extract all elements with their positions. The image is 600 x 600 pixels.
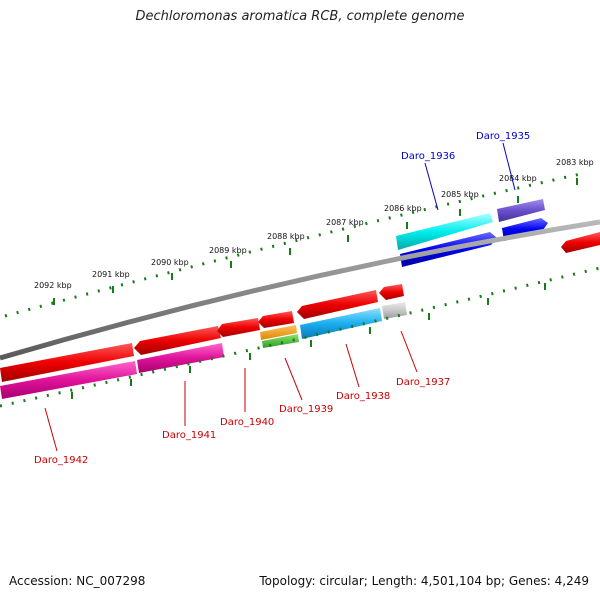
genome-summary-text: Topology: circular; Length: 4,501,104 bp…	[259, 574, 589, 588]
kbp-label: 2084 kbp	[499, 174, 537, 183]
gene-labels: Daro_1935 Daro_1936 Daro_1937 Daro_1938 …	[34, 131, 530, 466]
map-title: Dechloromonas aromatica RCB, complete ge…	[135, 9, 465, 24]
kbp-label: 2085 kbp	[441, 190, 479, 199]
gene-label-daro-1942[interactable]: Daro_1942	[34, 455, 88, 466]
gene-daro-1935-violet[interactable]	[497, 199, 545, 222]
outer-major-ticks	[53, 178, 578, 305]
inner-major-ticks	[71, 283, 546, 399]
kbp-label: 2092 kbp	[34, 281, 72, 290]
label-leaders	[44, 142, 516, 452]
genome-backbone	[0, 219, 600, 361]
gene-red-6[interactable]	[379, 284, 404, 300]
inner-tick-ruler	[0, 266, 600, 408]
gene-red-2[interactable]	[134, 326, 221, 355]
gene-daro-1939-green[interactable]	[262, 334, 299, 348]
gene-red-4[interactable]	[258, 311, 294, 328]
kbp-label: 2088 kbp	[267, 232, 305, 241]
forward-strand-genes	[396, 199, 600, 267]
gene-red-5[interactable]	[297, 290, 378, 319]
kbp-label: 2087 kbp	[326, 218, 364, 227]
gene-label-daro-1939[interactable]: Daro_1939	[279, 404, 333, 415]
kbp-label: 2086 kbp	[384, 204, 422, 213]
reverse-strand-genes	[0, 284, 407, 399]
accession-text: Accession: NC_007298	[9, 574, 146, 588]
gene-daro-1939-orange[interactable]	[260, 325, 297, 340]
kbp-label: 2091 kbp	[92, 270, 130, 279]
gene-daro-1941-pink[interactable]	[137, 343, 224, 373]
gene-label-daro-1940[interactable]: Daro_1940	[220, 417, 274, 428]
outer-tick-ruler	[4, 171, 586, 318]
gene-daro-1936-cyan[interactable]	[396, 213, 493, 250]
gene-red-1[interactable]	[0, 343, 134, 382]
gene-label-daro-1938[interactable]: Daro_1938	[336, 391, 390, 402]
kbp-label: 2090 kbp	[151, 258, 189, 267]
gene-forward-red-edge[interactable]	[561, 232, 600, 253]
gene-label-daro-1937[interactable]: Daro_1937	[396, 377, 450, 388]
gene-daro-1938-sky[interactable]	[300, 308, 382, 339]
gene-daro-1937-gray[interactable]	[382, 302, 407, 319]
kbp-labels: 2092 kbp 2091 kbp 2090 kbp 2089 kbp 2088…	[34, 158, 594, 290]
gene-red-3[interactable]	[217, 318, 260, 337]
kbp-label: 2083 kbp	[556, 158, 594, 167]
gene-label-daro-1941[interactable]: Daro_1941	[162, 430, 216, 441]
kbp-label: 2089 kbp	[209, 246, 247, 255]
gene-label-daro-1935[interactable]: Daro_1935	[476, 131, 530, 142]
gene-label-daro-1936[interactable]: Daro_1936	[401, 151, 455, 162]
gene-daro-1942-pink[interactable]	[0, 361, 137, 399]
